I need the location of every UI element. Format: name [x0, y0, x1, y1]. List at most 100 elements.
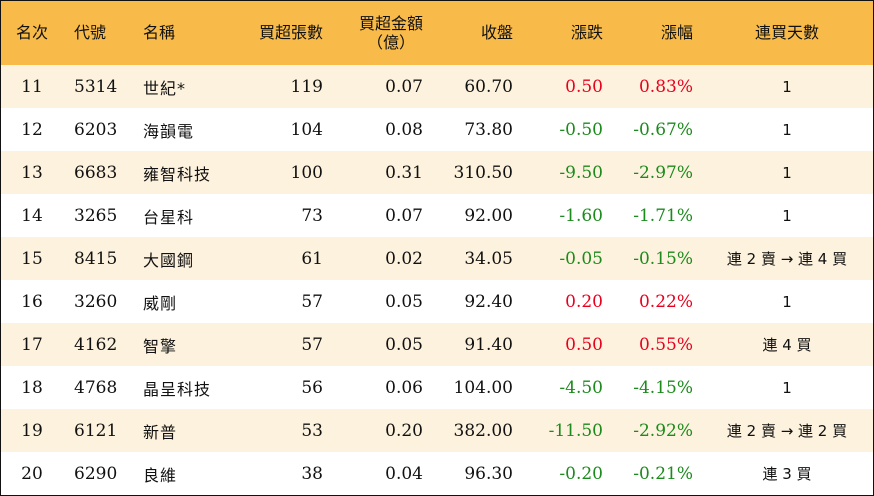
cell-streak: 連 2 賣 → 連 2 買: [726, 422, 848, 440]
table-row: 20 6290 良維 38 0.04 96.30 -0.20 -0.21% 連 3 買: [1, 452, 873, 495]
cell-streak: 1: [782, 77, 792, 96]
cell-name: 晶呈科技: [143, 379, 212, 399]
cell-close: 73.80: [464, 119, 513, 140]
cell-change: -1.60: [559, 205, 603, 226]
header-amount-line1: 買超金額: [358, 13, 423, 33]
table-row: 19 6121 新普 53 0.20 382.00 -11.50 -2.92% 連 2 賣 → …: [1, 409, 873, 452]
cell-code: 6203: [74, 119, 118, 140]
cell-name: 台星科: [143, 207, 195, 227]
cell-code: 6683: [74, 162, 118, 183]
cell-rank: 12: [21, 119, 43, 140]
cell-close: 104.00: [453, 377, 513, 398]
cell-close: 60.70: [464, 76, 513, 97]
table-row: 16 3260 威剛 57 0.05 92.40 0.20 0.22% 1: [1, 280, 873, 323]
cell-amount: 0.31: [385, 162, 423, 183]
cell-pct: -4.15%: [633, 377, 693, 398]
cell-streak: 1: [782, 120, 792, 139]
cell-code: 5314: [74, 76, 118, 97]
table-header: 名次 代號 名稱 買超張數 買超金額 （億） 收盤 漲跌 漲幅 連買天數: [1, 1, 873, 65]
cell-pct: 0.83%: [638, 76, 693, 97]
cell-name: 雍智科技: [143, 164, 212, 184]
header-amount-unit: （億）: [366, 33, 415, 52]
cell-change: -11.50: [548, 420, 603, 441]
cell-streak: 連 4 買: [762, 336, 812, 354]
table-row: 13 6683 雍智科技 100 0.31 310.50 -9.50 -2.97% 1: [1, 151, 873, 194]
cell-pct: -1.71%: [633, 205, 693, 226]
cell-amount: 0.04: [385, 463, 423, 484]
cell-change: -4.50: [559, 377, 603, 398]
cell-amount: 0.05: [385, 334, 423, 355]
cell-code: 3260: [74, 291, 118, 312]
header-change: 漲跌: [570, 23, 603, 43]
cell-code: 3265: [74, 205, 118, 226]
cell-name: 威剛: [143, 293, 178, 313]
cell-pct: -2.92%: [633, 420, 693, 441]
table-row: 11 5314 世紀* 119 0.07 60.70 0.50 0.83% 1: [1, 65, 873, 108]
cell-lots: 56: [301, 377, 323, 398]
cell-code: 8415: [74, 248, 118, 269]
table-row: 14 3265 台星科 73 0.07 92.00 -1.60 -1.71% 1: [1, 194, 873, 237]
cell-amount: 0.05: [385, 291, 423, 312]
cell-streak: 1: [782, 292, 792, 311]
cell-lots: 53: [301, 420, 323, 441]
table-row: 18 4768 晶呈科技 56 0.06 104.00 -4.50 -4.15% 1: [1, 366, 873, 409]
cell-close: 91.40: [464, 334, 513, 355]
cell-change: 0.20: [565, 291, 603, 312]
cell-code: 4768: [74, 377, 118, 398]
cell-rank: 18: [21, 377, 43, 398]
cell-amount: 0.02: [385, 248, 423, 269]
cell-rank: 17: [21, 334, 43, 355]
cell-change: -0.50: [559, 119, 603, 140]
cell-lots: 73: [301, 205, 323, 226]
cell-amount: 0.20: [385, 420, 423, 441]
cell-name: 大國鋼: [143, 250, 195, 270]
cell-amount: 0.07: [385, 76, 423, 97]
cell-streak: 連 2 賣 → 連 4 買: [726, 250, 848, 268]
cell-streak: 連 3 買: [762, 465, 812, 483]
cell-rank: 19: [21, 420, 43, 441]
cell-pct: -2.97%: [633, 162, 693, 183]
cell-rank: 14: [21, 205, 43, 226]
header-amount: 買超金額 （億）: [331, 1, 423, 65]
table-row: 15 8415 大國鋼 61 0.02 34.05 -0.05 -0.15% 連 2 賣 → 連…: [1, 237, 873, 280]
header-lots: 買超張數: [258, 23, 323, 43]
header-code: 代號: [74, 23, 107, 43]
cell-close: 96.30: [464, 463, 513, 484]
cell-pct: 0.22%: [638, 291, 693, 312]
cell-lots: 38: [301, 463, 323, 484]
cell-pct: -0.21%: [633, 463, 693, 484]
cell-streak: 1: [782, 378, 792, 397]
cell-code: 4162: [74, 334, 118, 355]
cell-lots: 119: [290, 76, 323, 97]
cell-rank: 11: [21, 76, 43, 97]
cell-close: 382.00: [453, 420, 513, 441]
cell-name: 世紀*: [143, 78, 187, 98]
cell-lots: 104: [290, 119, 323, 140]
cell-name: 海韻電: [143, 121, 195, 141]
cell-pct: -0.15%: [633, 248, 693, 269]
cell-amount: 0.08: [385, 119, 423, 140]
cell-change: -0.20: [559, 463, 603, 484]
cell-change: 0.50: [565, 76, 603, 97]
cell-lots: 57: [301, 291, 323, 312]
cell-code: 6121: [74, 420, 118, 441]
cell-close: 92.00: [464, 205, 513, 226]
cell-rank: 20: [21, 463, 43, 484]
cell-close: 310.50: [453, 162, 513, 183]
cell-amount: 0.06: [385, 377, 423, 398]
cell-code: 6290: [74, 463, 118, 484]
cell-rank: 15: [21, 248, 43, 269]
cell-name: 智擎: [143, 336, 178, 356]
cell-pct: -0.67%: [633, 119, 693, 140]
table-row: 17 4162 智擎 57 0.05 91.40 0.50 0.55% 連 4 買: [1, 323, 873, 366]
cell-rank: 16: [21, 291, 43, 312]
cell-lots: 61: [301, 248, 323, 269]
header-streak: 連買天數: [754, 23, 819, 43]
cell-lots: 100: [290, 162, 323, 183]
cell-change: 0.50: [565, 334, 603, 355]
header-name: 名稱: [143, 23, 176, 43]
cell-change: -0.05: [559, 248, 603, 269]
cell-change: -9.50: [559, 162, 603, 183]
cell-close: 34.05: [464, 248, 513, 269]
